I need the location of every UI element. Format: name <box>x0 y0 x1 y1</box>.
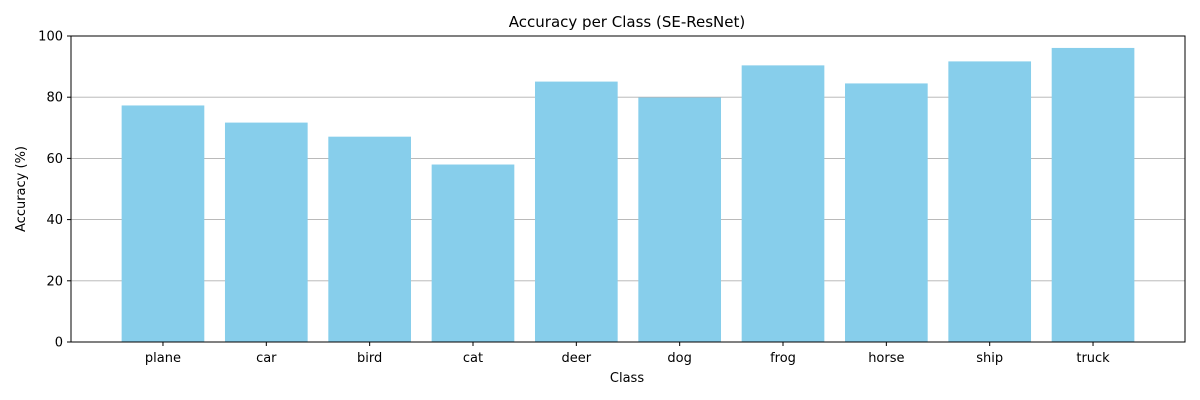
x-tick-label-truck: truck <box>1076 351 1110 366</box>
y-tick-label-40: 40 <box>46 213 63 228</box>
y-tick-label-100: 100 <box>38 30 63 45</box>
plot-frame <box>70 35 1186 343</box>
x-tick-label-dog: dog <box>667 351 691 366</box>
bar-horse <box>845 83 928 343</box>
y-tick-label-60: 60 <box>46 152 63 167</box>
y-tick-label-20: 20 <box>46 274 63 289</box>
chart-title: Accuracy per Class (SE-ResNet) <box>509 13 745 31</box>
bar-deer <box>534 81 618 343</box>
x-axis: plane car bird cat deer dog frog horse ship truck <box>145 342 1110 366</box>
x-tick-label-bird: bird <box>357 351 382 366</box>
bar-frog <box>741 65 825 342</box>
bar-plane <box>121 105 205 342</box>
bar-truck <box>1051 47 1135 343</box>
y-tick-label-0: 0 <box>55 336 63 351</box>
x-axis-label: Class <box>610 371 644 386</box>
bar-ship <box>948 61 1032 342</box>
bar-car <box>224 122 308 343</box>
x-tick-label-frog: frog <box>770 351 796 366</box>
bar-bird <box>328 136 411 342</box>
y-tick-label-80: 80 <box>46 91 63 106</box>
x-tick-label-horse: horse <box>868 351 904 366</box>
y-axis: 0 20 40 60 80 100 <box>38 30 71 351</box>
bar-dog <box>638 97 722 342</box>
bars <box>121 47 1135 343</box>
x-tick-label-car: car <box>256 351 277 366</box>
x-tick-label-cat: cat <box>463 351 483 366</box>
x-tick-label-ship: ship <box>976 351 1003 366</box>
y-axis-label: Accuracy (%) <box>14 146 29 232</box>
bar-cat <box>431 164 515 342</box>
x-tick-label-plane: plane <box>145 351 181 366</box>
x-tick-label-deer: deer <box>562 351 592 366</box>
